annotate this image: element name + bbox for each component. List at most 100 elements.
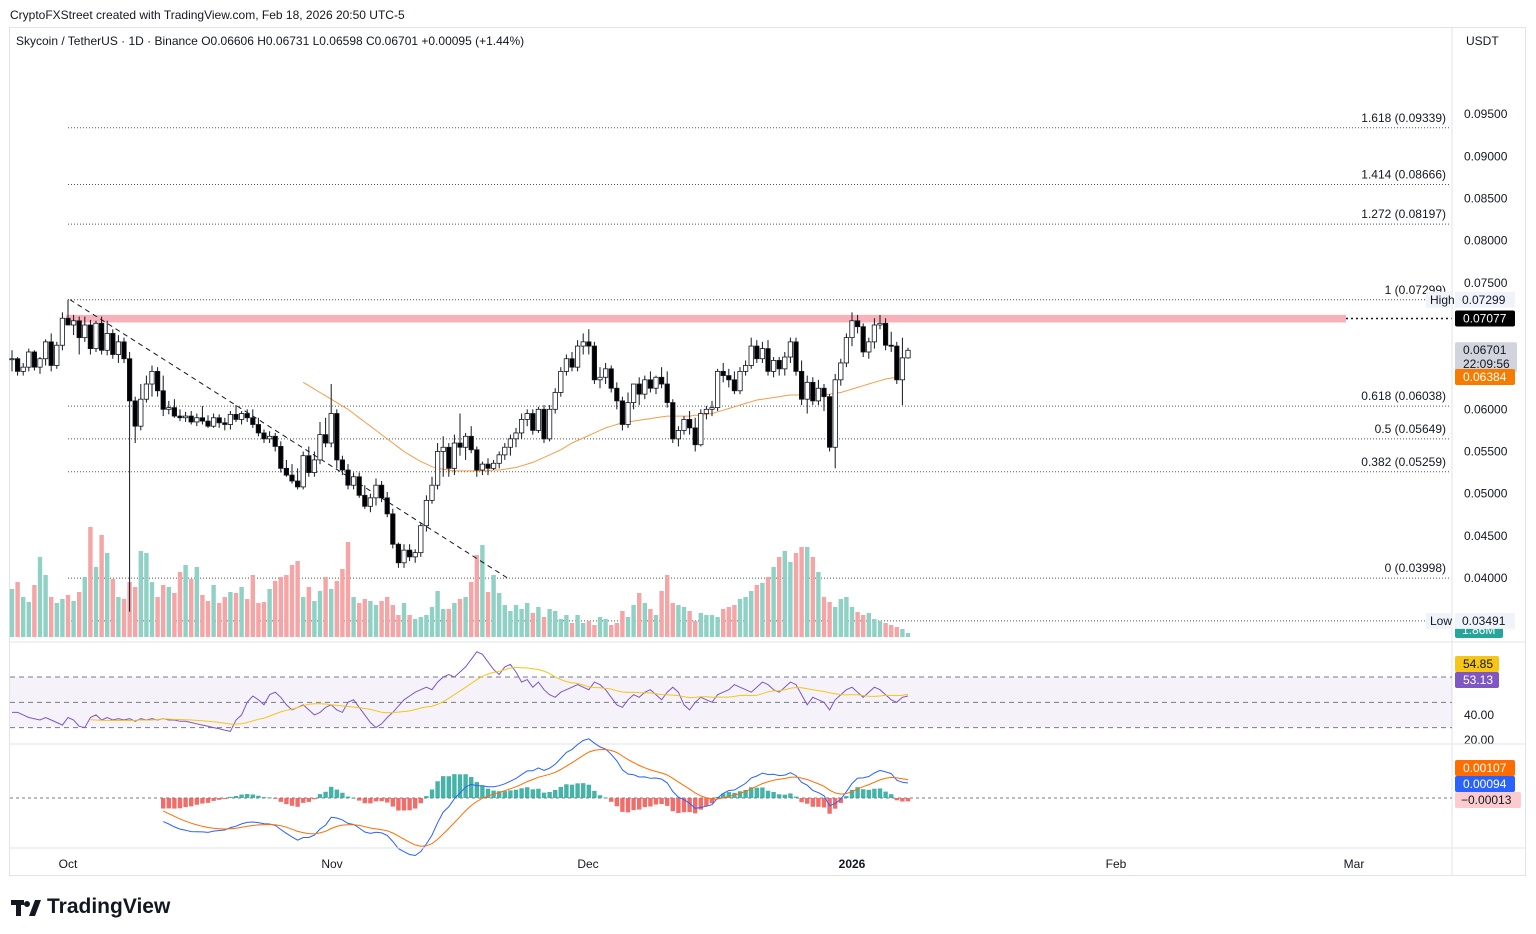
candle-body	[143, 383, 149, 400]
candle-body	[138, 398, 144, 427]
time-tick-label: Feb	[1106, 857, 1127, 871]
volume-bar	[424, 615, 429, 637]
volume-bar	[777, 557, 782, 637]
rsi-tick-label: 20.00	[1464, 733, 1494, 747]
candle-body	[524, 413, 530, 420]
volume-bar	[676, 605, 681, 637]
volume-bar	[592, 625, 597, 637]
candle-body	[48, 341, 54, 366]
candle-body	[300, 455, 306, 488]
candle-body	[182, 415, 189, 419]
candle-body	[395, 543, 402, 564]
macd-histogram-bar	[222, 798, 227, 799]
macd-histogram-bar	[228, 796, 233, 798]
hist-tag-bg	[1455, 792, 1521, 808]
macd-tag-bg	[1455, 776, 1515, 792]
time-tick-label: Mar	[1344, 857, 1365, 871]
volume-bar	[32, 585, 37, 637]
candle-body	[698, 413, 704, 446]
candle-body	[642, 379, 648, 395]
volume-bar	[575, 615, 580, 637]
macd-histogram-bar	[726, 792, 731, 798]
candle-body	[171, 407, 177, 417]
candle-body	[675, 429, 682, 440]
volume-bar	[239, 587, 244, 637]
volume-bar	[245, 599, 250, 637]
candle-body	[843, 337, 850, 364]
volume-bar	[625, 617, 631, 637]
candle-body	[709, 407, 715, 410]
chart-frame	[9, 27, 1526, 876]
volume-bar	[564, 615, 569, 637]
macd-histogram-bar	[777, 794, 782, 798]
candle-body	[883, 322, 889, 346]
candle-body	[507, 438, 514, 448]
volume-bar	[88, 527, 93, 637]
candle-body	[328, 413, 334, 444]
chart-credit: CryptoFXStreet created with TradingView.…	[10, 8, 405, 22]
candle-body	[20, 366, 26, 372]
ma-value-tag: 0.06384	[1463, 370, 1507, 384]
macd-histogram-bar	[267, 797, 272, 799]
macd-histogram-bar	[558, 786, 563, 798]
candle-body	[793, 341, 799, 372]
macd-histogram-bar	[821, 798, 827, 808]
candle-body	[743, 365, 749, 372]
macd-histogram-bar	[698, 798, 703, 810]
candle-body	[591, 345, 598, 381]
volume-bar	[43, 575, 48, 637]
volume-bar	[900, 629, 905, 637]
candle-body	[149, 370, 155, 385]
volume-bar	[65, 595, 71, 637]
macd-histogram-bar	[743, 789, 748, 798]
macd-histogram-bar	[469, 776, 474, 798]
volume-bar	[653, 615, 659, 637]
volume-bar	[177, 572, 183, 637]
candle-body	[418, 525, 424, 554]
macd-histogram-bar	[233, 795, 239, 798]
volume-bar	[368, 601, 373, 637]
macd-histogram-bar	[553, 790, 558, 798]
macd-histogram-bar	[564, 784, 569, 798]
marker-tag-bg	[1426, 612, 1453, 629]
candle-body	[530, 413, 536, 431]
candle-body	[905, 349, 911, 359]
macd-histogram-bar	[788, 793, 793, 798]
candle-body	[446, 446, 452, 469]
volume-bar	[261, 602, 267, 637]
candle-body	[496, 454, 502, 464]
price-tick-label: 0.09000	[1464, 149, 1508, 163]
volume-bar	[474, 555, 479, 637]
volume-bar	[446, 609, 451, 637]
descending-trendline	[69, 299, 511, 581]
currency-label[interactable]: USDT	[1466, 34, 1499, 48]
volume-bar	[329, 589, 334, 637]
ma50-line	[302, 376, 897, 472]
tradingview-brand[interactable]: TradingView	[11, 895, 170, 919]
volume-bar	[648, 609, 653, 637]
candle-body	[871, 324, 878, 343]
candle-body	[513, 432, 519, 440]
macd-histogram-bar	[653, 798, 659, 805]
volume-bar	[166, 587, 171, 637]
macd-histogram-bar	[782, 794, 787, 798]
macd-histogram-bar	[502, 791, 507, 798]
macd-histogram-bar	[536, 788, 541, 798]
candle-body	[423, 499, 430, 527]
macd-histogram-bar	[351, 797, 356, 799]
candle-body	[670, 402, 676, 440]
macd-histogram-bar	[760, 787, 765, 798]
macd-histogram-bar	[637, 798, 642, 810]
candle-body	[731, 379, 738, 392]
macd-histogram-bar	[239, 794, 244, 798]
price-tick-label: 0.05000	[1464, 487, 1508, 501]
macd-histogram-bar	[793, 796, 799, 798]
volume-bar	[469, 582, 474, 637]
candle-body	[121, 341, 127, 360]
candle-body	[827, 396, 833, 448]
volume-bar	[49, 597, 54, 637]
candle-body	[283, 467, 290, 476]
volume-bar	[21, 597, 26, 637]
macd-histogram-bar	[620, 798, 625, 812]
